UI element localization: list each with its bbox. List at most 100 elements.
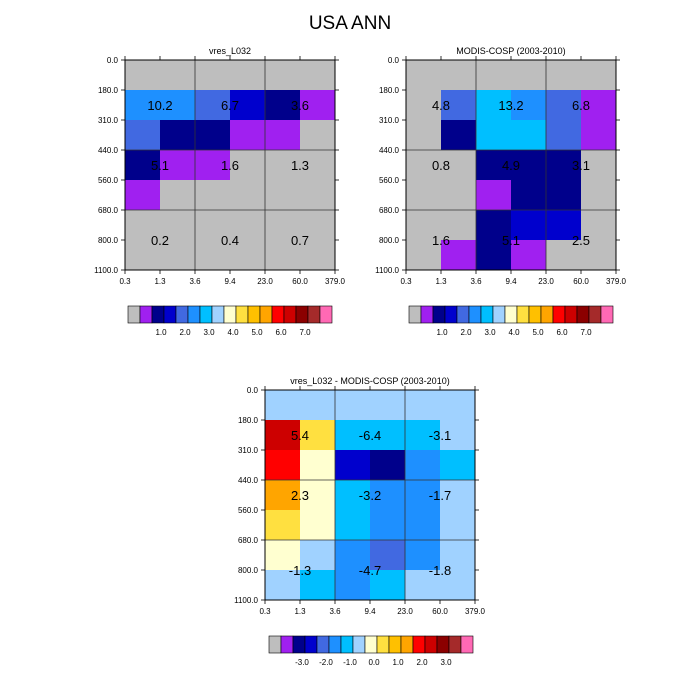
cell-value-label: 0.7: [291, 233, 309, 248]
heatmap-cell: [546, 150, 582, 181]
heatmap-cell: [300, 60, 336, 91]
panel-title: MODIS-COSP (2003-2010): [456, 46, 565, 56]
heatmap-cell: [511, 240, 547, 271]
heatmap-cell: [476, 120, 512, 151]
colorbar-swatch: [223, 305, 237, 324]
colorbar-swatch: [492, 305, 506, 324]
colorbar-label: 6.0: [275, 328, 287, 337]
colorbar-swatch: [259, 305, 273, 324]
heatmap-cell: [441, 210, 477, 241]
heatmap-cell: [546, 60, 582, 91]
cell-value-label: -1.3: [289, 563, 311, 578]
x-tick-label: 9.4: [505, 277, 517, 286]
cell-value-label: 13.2: [498, 98, 523, 113]
colorbar-swatch: [247, 305, 261, 324]
colorbar-swatch: [295, 305, 309, 324]
heatmap-cell: [125, 60, 161, 91]
x-tick-label: 379.0: [465, 607, 486, 616]
y-tick-label: 180.0: [238, 416, 259, 425]
heatmap-cell: [265, 570, 301, 601]
heatmap-cell: [405, 480, 441, 511]
colorbar-label: 3.0: [440, 658, 452, 667]
heatmap-cell: [440, 450, 476, 481]
colorbar-swatch: [408, 305, 422, 324]
panel-difference: vres_L032 - MODIS-COSP (2003-2010) 0.3 1.3…: [234, 376, 485, 616]
heatmap-cell: [440, 480, 476, 511]
y-tick-label: 680.0: [238, 536, 259, 545]
heatmap-cell: [265, 510, 301, 541]
heatmap-cell: [370, 510, 406, 541]
colorbar-swatch: [436, 635, 450, 654]
heatmap-cell: [265, 180, 301, 211]
colorbar-swatch: [127, 305, 141, 324]
colorbar-swatch: [304, 635, 318, 654]
heatmap-cell: [406, 150, 442, 181]
heatmap-cell: [160, 120, 196, 151]
heatmap-cell: [195, 240, 231, 271]
cell-value-label: 2.3: [291, 488, 309, 503]
heatmap-cell: [511, 60, 547, 91]
cell-value-label: 2.5: [572, 233, 590, 248]
heatmap-cell: [300, 240, 336, 271]
heatmap-cell: [581, 120, 617, 151]
heatmap-cell: [230, 180, 266, 211]
colorbar-swatch: [504, 305, 518, 324]
y-tick-label: 1100.0: [375, 266, 399, 275]
cell-value-label: 4.9: [502, 158, 520, 173]
heatmap-cell: [230, 90, 266, 121]
heatmap-cell: [265, 210, 301, 241]
heatmap-cell: [440, 390, 476, 421]
heatmap-cell: [440, 510, 476, 541]
heatmap-cell: [405, 540, 441, 571]
heatmap-cell: [265, 60, 301, 91]
heatmap-cell: [546, 180, 582, 211]
colorbar-swatch: [388, 635, 402, 654]
heatmap-cell: [370, 450, 406, 481]
heatmap-cell: [160, 210, 196, 241]
colorbar-swatch: [364, 635, 378, 654]
heatmap-cell: [405, 450, 441, 481]
colorbar-swatch: [235, 305, 249, 324]
colorbar-label: 4.0: [508, 328, 520, 337]
colorbar-label: -3.0: [295, 658, 309, 667]
heatmap-cell: [125, 120, 161, 151]
colorbar-swatch: [480, 305, 494, 324]
heatmap-cell: [511, 180, 547, 211]
heatmap-cell: [476, 60, 512, 91]
heatmap-cell: [300, 180, 336, 211]
x-tick-label: 3.6: [189, 277, 201, 286]
cell-value-label: -4.7: [359, 563, 381, 578]
colorbar-swatch: [460, 635, 474, 654]
heatmap-cell: [441, 150, 477, 181]
heatmap-cell: [300, 390, 336, 421]
y-tick-label: 560.0: [238, 506, 259, 515]
heatmap-cell: [300, 450, 336, 481]
y-tick-label: 680.0: [98, 206, 119, 215]
heatmap-cell: [476, 240, 512, 271]
heatmap-cell: [265, 450, 301, 481]
heatmap-cell: [370, 480, 406, 511]
colorbar-label: 3.0: [203, 328, 215, 337]
heatmap-cell: [265, 390, 301, 421]
y-tick-label: 310.0: [238, 446, 259, 455]
colorbar-label: 2.0: [416, 658, 428, 667]
colorbar-swatch: [420, 305, 434, 324]
heatmap-cell: [300, 90, 336, 121]
x-tick-label: 1.3: [294, 607, 306, 616]
colorbar-swatch: [292, 635, 306, 654]
heatmap-cell: [335, 480, 371, 511]
heatmap-cell: [546, 240, 582, 271]
x-tick-label: 0.3: [259, 607, 271, 616]
heatmap-cell: [546, 120, 582, 151]
panel-title: vres_L032: [209, 46, 251, 56]
heatmap-cell: [160, 60, 196, 91]
colorbar-swatch: [352, 635, 366, 654]
colorbar-swatch: [328, 635, 342, 654]
x-tick-label: 23.0: [257, 277, 273, 286]
heatmap-cell: [195, 150, 231, 181]
colorbar-label: -1.0: [343, 658, 357, 667]
heatmap-cell: [335, 540, 371, 571]
heatmap-cell: [160, 90, 196, 121]
heatmap-cell: [195, 90, 231, 121]
